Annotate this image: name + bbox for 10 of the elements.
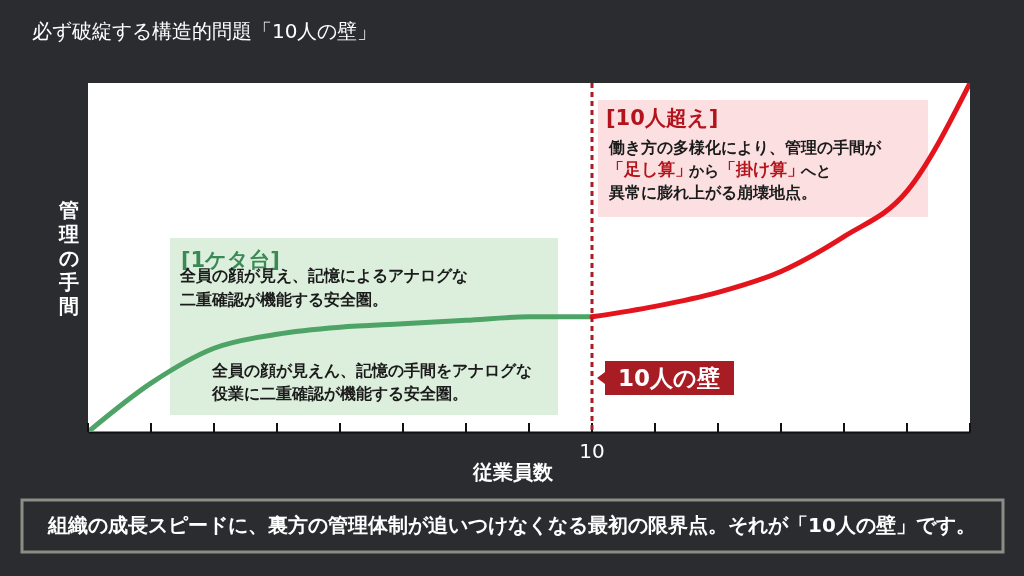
annotation: 働き方の多様化により、管理の手間が xyxy=(608,138,882,157)
annotation: [10人超え] xyxy=(606,106,719,130)
chart-title: 必ず破綻する構造的問題「10人の壁」 xyxy=(32,19,378,43)
annotation: 全員の顔が見えん、記憶の手間をアナログな役業に二重確認が機能する安全圏。 xyxy=(211,361,532,403)
text: 10人の壁 xyxy=(617,365,721,391)
annotation: 異常に膨れ上がる崩壊地点。 xyxy=(608,183,817,202)
text: 10 xyxy=(579,439,605,463)
x-axis-title: 従業員数 xyxy=(471,459,554,484)
text: 組織の成長スピードに、裏方の管理体制が追いつけなくなる最初の限界点。それが「10人の壁」です。 xyxy=(47,513,976,537)
y-axis-title: 管理の手間 xyxy=(57,197,79,318)
